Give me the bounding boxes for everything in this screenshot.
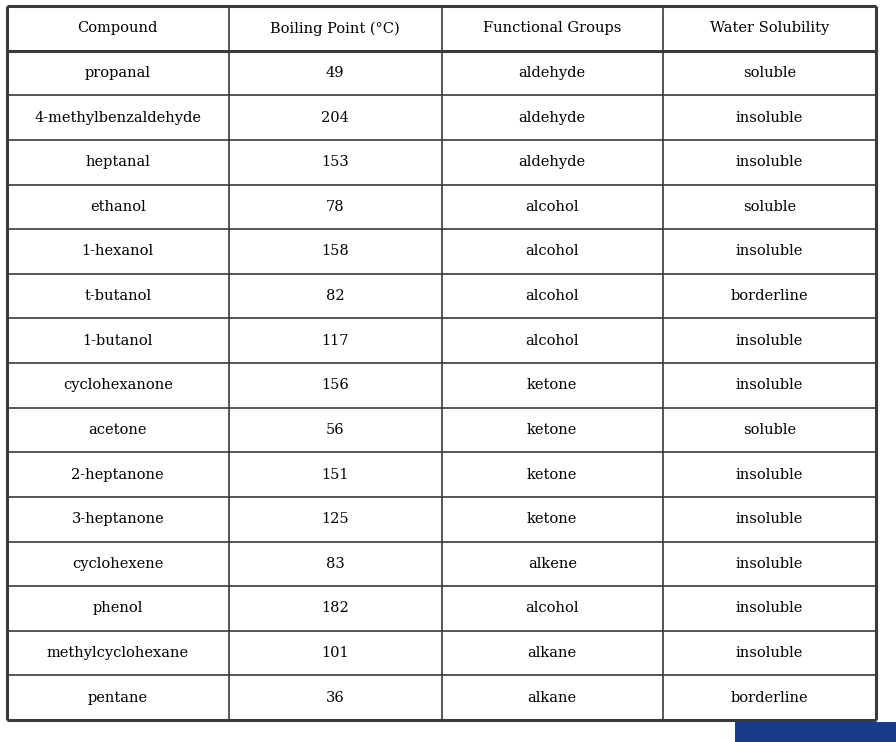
Text: 49: 49 — [326, 66, 344, 80]
Text: alkane: alkane — [528, 691, 577, 705]
Text: 56: 56 — [326, 423, 344, 437]
Text: insoluble: insoluble — [736, 467, 803, 482]
Text: insoluble: insoluble — [736, 556, 803, 571]
Text: alcohol: alcohol — [526, 289, 579, 303]
Text: aldehyde: aldehyde — [519, 111, 586, 125]
Text: 36: 36 — [325, 691, 344, 705]
Text: acetone: acetone — [89, 423, 147, 437]
Text: insoluble: insoluble — [736, 155, 803, 169]
Text: 101: 101 — [322, 646, 349, 660]
Text: 151: 151 — [322, 467, 349, 482]
Text: Water Solubility: Water Solubility — [710, 22, 829, 36]
Text: insoluble: insoluble — [736, 512, 803, 526]
Text: alcohol: alcohol — [526, 602, 579, 615]
Text: cyclohexene: cyclohexene — [72, 556, 163, 571]
Text: alcohol: alcohol — [526, 244, 579, 258]
Text: insoluble: insoluble — [736, 334, 803, 348]
Text: alkane: alkane — [528, 646, 577, 660]
Text: 1-hexanol: 1-hexanol — [82, 244, 154, 258]
Text: alkene: alkene — [528, 556, 577, 571]
Text: 158: 158 — [321, 244, 349, 258]
Text: 117: 117 — [322, 334, 349, 348]
Text: 182: 182 — [321, 602, 349, 615]
Text: insoluble: insoluble — [736, 111, 803, 125]
Text: Boiling Point (°C): Boiling Point (°C) — [271, 21, 400, 36]
Text: insoluble: insoluble — [736, 646, 803, 660]
Text: 153: 153 — [321, 155, 349, 169]
Text: Functional Groups: Functional Groups — [483, 22, 622, 36]
Text: pentane: pentane — [88, 691, 148, 705]
Text: insoluble: insoluble — [736, 378, 803, 393]
Text: 1-butanol: 1-butanol — [82, 334, 153, 348]
Text: heptanal: heptanal — [85, 155, 151, 169]
Text: 83: 83 — [325, 556, 344, 571]
Text: aldehyde: aldehyde — [519, 155, 586, 169]
Text: ethanol: ethanol — [90, 200, 146, 214]
Text: propanal: propanal — [85, 66, 151, 80]
Text: ketone: ketone — [527, 378, 578, 393]
Text: borderline: borderline — [731, 691, 808, 705]
Text: 4-methylbenzaldehyde: 4-methylbenzaldehyde — [34, 111, 202, 125]
Text: methylcyclohexane: methylcyclohexane — [47, 646, 189, 660]
Text: 156: 156 — [321, 378, 349, 393]
Text: alcohol: alcohol — [526, 334, 579, 348]
Text: insoluble: insoluble — [736, 602, 803, 615]
Bar — [735, 722, 896, 742]
Text: insoluble: insoluble — [736, 244, 803, 258]
Text: 82: 82 — [326, 289, 344, 303]
Text: phenol: phenol — [92, 602, 143, 615]
Text: cyclohexanone: cyclohexanone — [63, 378, 173, 393]
Text: alcohol: alcohol — [526, 200, 579, 214]
Text: soluble: soluble — [743, 423, 797, 437]
Text: soluble: soluble — [743, 66, 797, 80]
Text: 125: 125 — [322, 512, 349, 526]
Text: Compound: Compound — [78, 22, 158, 36]
Text: soluble: soluble — [743, 200, 797, 214]
Text: borderline: borderline — [731, 289, 808, 303]
Text: aldehyde: aldehyde — [519, 66, 586, 80]
Text: 3-heptanone: 3-heptanone — [72, 512, 164, 526]
Text: ketone: ketone — [527, 467, 578, 482]
Text: 78: 78 — [326, 200, 344, 214]
Text: t-butanol: t-butanol — [84, 289, 151, 303]
Text: 204: 204 — [321, 111, 349, 125]
Text: ketone: ketone — [527, 423, 578, 437]
Text: ketone: ketone — [527, 512, 578, 526]
Text: 2-heptanone: 2-heptanone — [72, 467, 164, 482]
